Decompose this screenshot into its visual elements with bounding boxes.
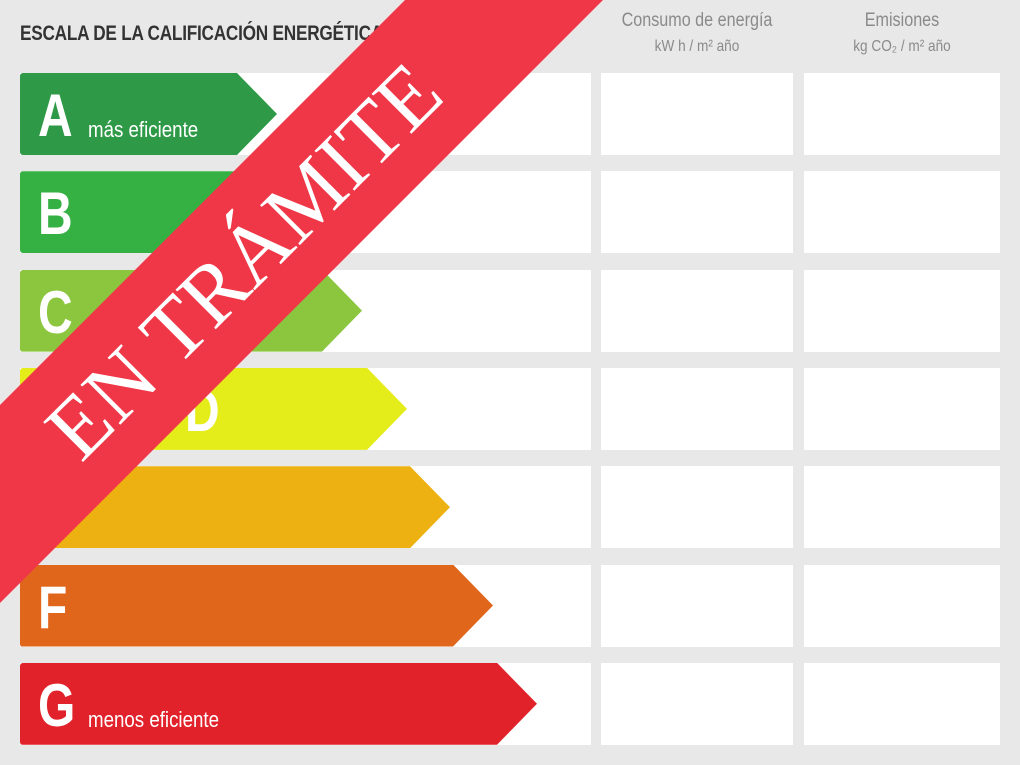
rating-letter: C: [38, 278, 73, 346]
emissions-cell: [804, 269, 1000, 352]
scale-title: ESCALA DE LA CALIFICACIÓN ENERGÉTICA: [20, 22, 383, 45]
energy-consumption-cell: [601, 564, 793, 647]
energy-consumption-cell: [601, 367, 793, 450]
energy-consumption-label: Consumo de energía: [621, 10, 773, 31]
emissions-cell: [804, 171, 1000, 254]
emissions-label: Emisiones: [864, 10, 940, 31]
emissions-cell: [804, 564, 1000, 647]
energy-consumption-cell: [601, 269, 793, 352]
rating-letter: A: [38, 82, 73, 149]
rating-note: menos eficiente: [88, 706, 219, 732]
rating-row-f: F: [20, 564, 1000, 647]
energy-consumption-unit: kW h / m² año: [654, 38, 740, 55]
emissions-unit: kg CO₂ / m² año: [853, 38, 951, 55]
rating-letter: B: [38, 180, 73, 248]
energy-consumption-cell: [601, 662, 793, 745]
energy-consumption-header: Consumo de energía kW h / m² año: [615, 8, 778, 60]
emissions-cell: [804, 73, 1000, 155]
energy-consumption-cell: [601, 171, 793, 254]
rating-letter: F: [38, 573, 68, 641]
emissions-cell: [804, 466, 1000, 549]
rating-note: más eficiente: [88, 117, 199, 142]
rating-letter: G: [38, 671, 76, 739]
emissions-cell: [804, 367, 1000, 450]
rating-row-e: E: [20, 466, 1000, 549]
emissions-header: Emisiones kg CO₂ / m² año: [819, 8, 986, 60]
emissions-cell: [804, 662, 1000, 745]
energy-consumption-cell: [601, 73, 793, 155]
rating-arrow: F: [20, 564, 493, 647]
energy-consumption-cell: [601, 466, 793, 549]
